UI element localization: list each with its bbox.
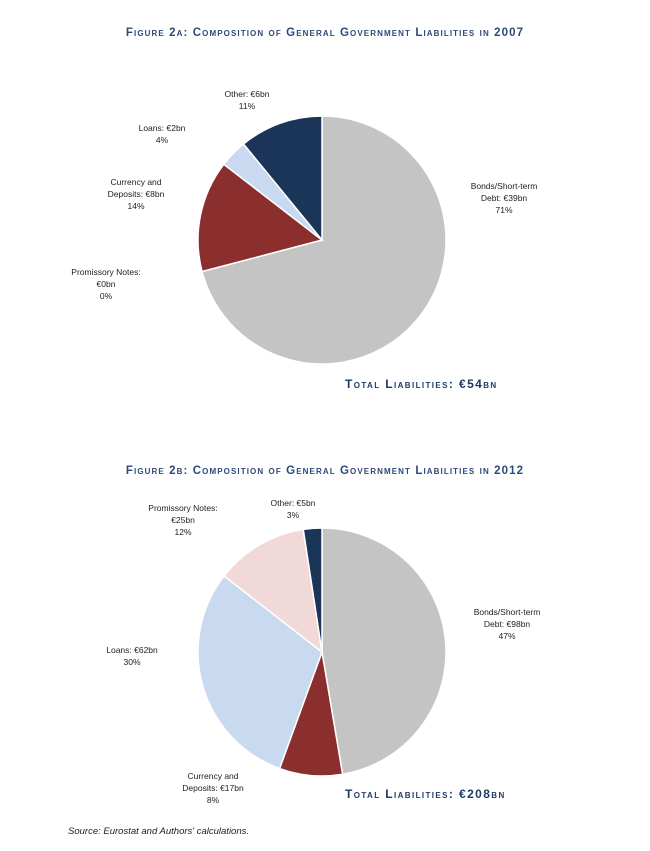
slice-label-currency-and-deposits: Currency and Deposits: €8bn 14% bbox=[108, 176, 165, 212]
slice-label-line: Debt: €98bn bbox=[483, 619, 531, 629]
slice-label-currency-and-deposits: Currency and Deposits: €17bn 8% bbox=[182, 770, 243, 806]
slice-label-line: 0% bbox=[99, 291, 113, 301]
slice-label-line: Promissory Notes: bbox=[71, 267, 141, 277]
pie-slice-loans bbox=[197, 574, 323, 770]
source-note: Source: Eurostat and Authors' calculatio… bbox=[68, 826, 250, 837]
figure-2b-title: Figure 2b: Composition of General Govern… bbox=[125, 465, 525, 477]
slice-label-other: Other: €5bn 3% bbox=[271, 497, 316, 521]
slice-label-line: 3% bbox=[286, 510, 300, 520]
slice-label-line: Loans: €2bn bbox=[138, 123, 186, 133]
slice-label-line: 71% bbox=[495, 205, 513, 215]
slice-label-line: 8% bbox=[206, 795, 220, 805]
slice-label-line: Loans: €62bn bbox=[106, 645, 158, 655]
total-liabilities-2007: Total Liabilities: €54bn bbox=[345, 377, 498, 391]
pie-slice-promissory-notes bbox=[223, 528, 324, 654]
slice-label-line: Deposits: €17bn bbox=[182, 783, 244, 793]
slice-label-loans: Loans: €62bn 30% bbox=[106, 644, 158, 668]
slice-label-line: 30% bbox=[123, 657, 141, 667]
pie-slice-bonds-short-term-debt bbox=[321, 527, 447, 776]
slice-label-loans: Loans: €2bn 4% bbox=[139, 122, 186, 146]
slice-label-line: 47% bbox=[498, 631, 516, 641]
slice-label-other: Other: €6bn 11% bbox=[225, 88, 270, 112]
slice-label-promissory-notes: Promissory Notes: €0bn 0% bbox=[71, 266, 140, 302]
total-liabilities-2012: Total Liabilities: €208bn bbox=[345, 787, 506, 801]
slice-label-line: Bonds/Short-term bbox=[473, 607, 541, 617]
slice-label-line: 11% bbox=[238, 101, 256, 111]
slice-label-line: Currency and bbox=[110, 177, 162, 187]
slice-label-bonds-short-term-debt: Bonds/Short-term Debt: €39bn 71% bbox=[471, 180, 538, 216]
pie-slice-other bbox=[302, 527, 323, 653]
slice-label-line: Other: €6bn bbox=[224, 89, 270, 99]
slice-label-line: €25bn bbox=[171, 515, 195, 525]
slice-label-line: Debt: €39bn bbox=[480, 193, 528, 203]
slice-label-line: 4% bbox=[155, 135, 169, 145]
slice-label-line: €0bn bbox=[96, 279, 116, 289]
slice-label-line: Deposits: €8bn bbox=[107, 189, 165, 199]
pie-chart-2007 bbox=[197, 115, 447, 365]
pie-slice-bonds-short-term-debt bbox=[201, 115, 447, 365]
slice-label-line: 12% bbox=[174, 527, 192, 537]
slice-label-line: Bonds/Short-term bbox=[470, 181, 538, 191]
slice-label-promissory-notes: Promissory Notes: €25bn 12% bbox=[148, 502, 217, 538]
slice-label-line: Other: €5bn bbox=[270, 498, 316, 508]
figure-2a-title: Figure 2a: Composition of General Govern… bbox=[125, 27, 525, 39]
pie-chart-2012 bbox=[197, 527, 447, 777]
pie-slice-other bbox=[242, 115, 323, 243]
slice-label-line: Currency and bbox=[187, 771, 239, 781]
slice-label-bonds-short-term-debt: Bonds/Short-term Debt: €98bn 47% bbox=[474, 606, 541, 642]
slice-label-line: Promissory Notes: bbox=[148, 503, 218, 513]
pie-slice-currency-and-deposits bbox=[197, 163, 324, 273]
slice-label-line: 14% bbox=[127, 201, 145, 211]
